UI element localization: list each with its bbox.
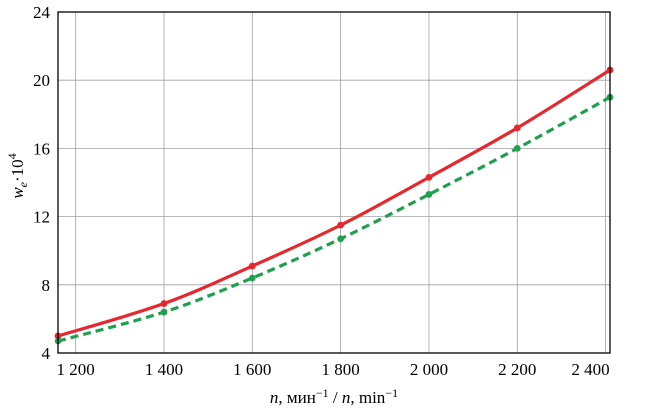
y-tick-label: 12 [33,208,50,227]
x-tick-labels: 1 200 1 400 1 600 1 800 2 000 2 200 2 400 [57,360,610,379]
series-layer [54,66,614,345]
x-axis-label-unit2: , min [350,388,385,407]
data-point [513,124,521,132]
data-point [160,300,168,307]
y-tick-label: 20 [33,71,50,90]
data-point [425,191,433,198]
y-tick-label: 8 [42,276,51,295]
x-tick-label: 2 400 [571,360,609,379]
x-tick-label: 1 800 [321,360,359,379]
x-axis-label-unit1: , мин [278,388,315,407]
y-axis-label-sup: 4 [5,153,19,159]
data-point [248,262,256,270]
y-tick-labels: 4 8 12 16 20 24 [33,3,51,363]
x-axis-label-var1: n [270,388,279,407]
y-axis-label-sub: e [16,181,30,187]
plot-frame [57,11,611,354]
x-tick-label: 2 200 [498,360,536,379]
x-axis-label-separator: / [329,388,342,407]
series-1 [54,66,614,340]
data-point [337,235,345,243]
data-point [337,221,345,229]
y-axis-label-var: w [8,187,27,199]
series-2 [54,93,614,345]
data-point [513,145,521,152]
x-tick-label: 1 200 [57,360,95,379]
y-axis-label: we·104 [5,153,30,198]
x-axis-label: n, мин−1 / n, min−1 [270,386,398,407]
x-axis-label-exp2: −1 [385,386,398,400]
x-tick-label: 1 600 [233,360,271,379]
data-point [425,173,433,181]
y-tick-label: 16 [33,139,50,158]
y-tick-label: 4 [42,344,51,363]
y-tick-label: 24 [33,3,51,22]
x-tick-label: 2 000 [410,360,448,379]
data-point [248,274,256,282]
x-axis-label-var2: n [342,388,351,407]
x-tick-label: 1 400 [145,360,183,379]
x-axis-label-exp1: −1 [316,386,329,400]
plot-background [58,12,610,353]
y-axis-label-rest: ·10 [8,159,27,182]
data-point [160,308,168,316]
